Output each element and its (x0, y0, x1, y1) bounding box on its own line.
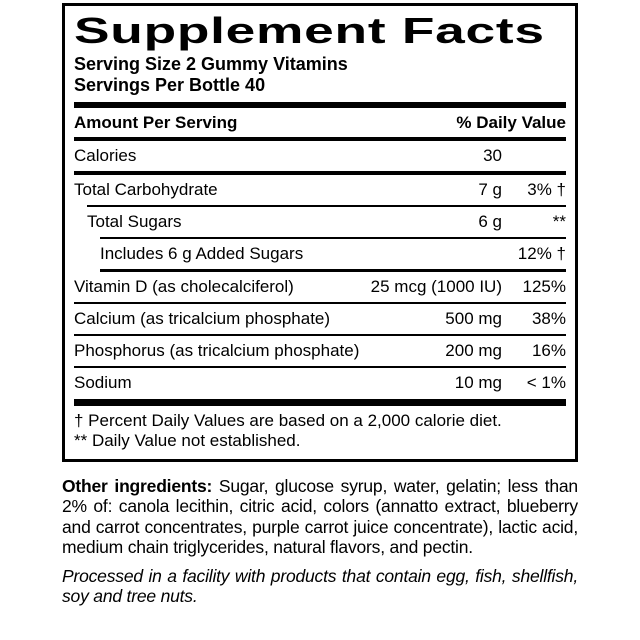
row-divider (100, 236, 566, 239)
allergen-statement: Processed in a facility with products th… (62, 565, 578, 607)
nutrient-name: Phosphorus (as tricalcium phosphate) (74, 340, 360, 360)
nutrient-name: Calcium (as tricalcium phosphate) (74, 308, 331, 328)
row-divider (74, 333, 566, 336)
nutrient-daily-value: 125% (522, 276, 566, 296)
nutrient-row-added-sugars: Includes 6 g Added Sugars 12% † (74, 239, 566, 269)
nutrient-name: Total Carbohydrate (74, 179, 218, 199)
supplement-facts-title: Supplement Facts (74, 10, 545, 51)
nutrient-daily-value: 38% (531, 308, 566, 328)
nutrient-amount: 200 mg (445, 340, 502, 360)
nutrient-amount: 10 mg (454, 372, 502, 392)
nutrient-name: Sodium (74, 372, 132, 392)
nutrient-row-sodium: Sodium 10 mg < 1% (74, 368, 566, 398)
nutrient-amount: 30 (483, 145, 502, 165)
nutrient-amount: 500 mg (445, 308, 502, 328)
footnote-daily-values: † Percent Daily Values are based on a 2,… (74, 410, 502, 430)
nutrient-name: Total Sugars (87, 211, 182, 231)
nutrient-name: Includes 6 g Added Sugars (100, 243, 304, 263)
footnote-not-established: ** Daily Value not established. (74, 431, 301, 451)
servings-per-bottle-text: Servings Per Bottle 40 (74, 75, 266, 96)
row-divider (100, 268, 566, 272)
nutrient-daily-value: 12% † (517, 243, 566, 263)
nutrient-daily-value: < 1% (526, 372, 566, 392)
nutrient-row-total-carbohydrate: Total Carbohydrate 7 g 3% † (74, 175, 566, 205)
row-divider (74, 365, 566, 368)
header-divider (74, 136, 566, 141)
nutrient-daily-value: ** (552, 211, 566, 231)
nutrient-row-vitamin-d: Vitamin D (as cholecalciferol) 25 mcg (1… (74, 272, 566, 302)
nutrient-name: Vitamin D (as cholecalciferol) (74, 276, 294, 296)
other-ingredients-paragraph: Other ingredients: Sugar, glucose syrup,… (62, 476, 578, 558)
nutrient-row-calories: Calories 30 (74, 141, 566, 171)
nutrient-amount: 25 mcg (1000 IU) (370, 276, 502, 296)
nutrient-row-total-sugars: Total Sugars 6 g ** (74, 207, 566, 237)
row-divider (74, 170, 566, 175)
column-header-row: Amount Per Serving % Daily Value (74, 108, 566, 137)
nutrient-daily-value: 16% (531, 340, 566, 360)
thick-divider (74, 101, 566, 108)
nutrient-amount: 6 g (478, 211, 502, 231)
daily-value-header: % Daily Value (456, 112, 566, 132)
nutrient-row-calcium: Calcium (as tricalcium phosphate) 500 mg… (74, 304, 566, 334)
label-column: Supplement Facts Serving Size 2 Gummy Vi… (62, 3, 578, 607)
nutrient-name: Calories (74, 145, 137, 165)
row-divider (87, 204, 566, 207)
other-ingredients-label: Other ingredients: (62, 475, 213, 496)
amount-per-serving-header: Amount Per Serving (74, 112, 238, 132)
thick-divider (74, 398, 566, 406)
serving-size-text: Serving Size 2 Gummy Vitamins (74, 53, 348, 74)
row-divider (74, 301, 566, 304)
nutrient-row-phosphorus: Phosphorus (as tricalcium phosphate) 200… (74, 336, 566, 366)
supplement-facts-panel: Supplement Facts Serving Size 2 Gummy Vi… (62, 3, 578, 462)
other-ingredients-text: Sugar, glucose syrup, water, gelatin; le… (62, 475, 578, 558)
nutrient-daily-value: 3% † (527, 179, 566, 199)
nutrient-amount: 7 g (478, 179, 502, 199)
